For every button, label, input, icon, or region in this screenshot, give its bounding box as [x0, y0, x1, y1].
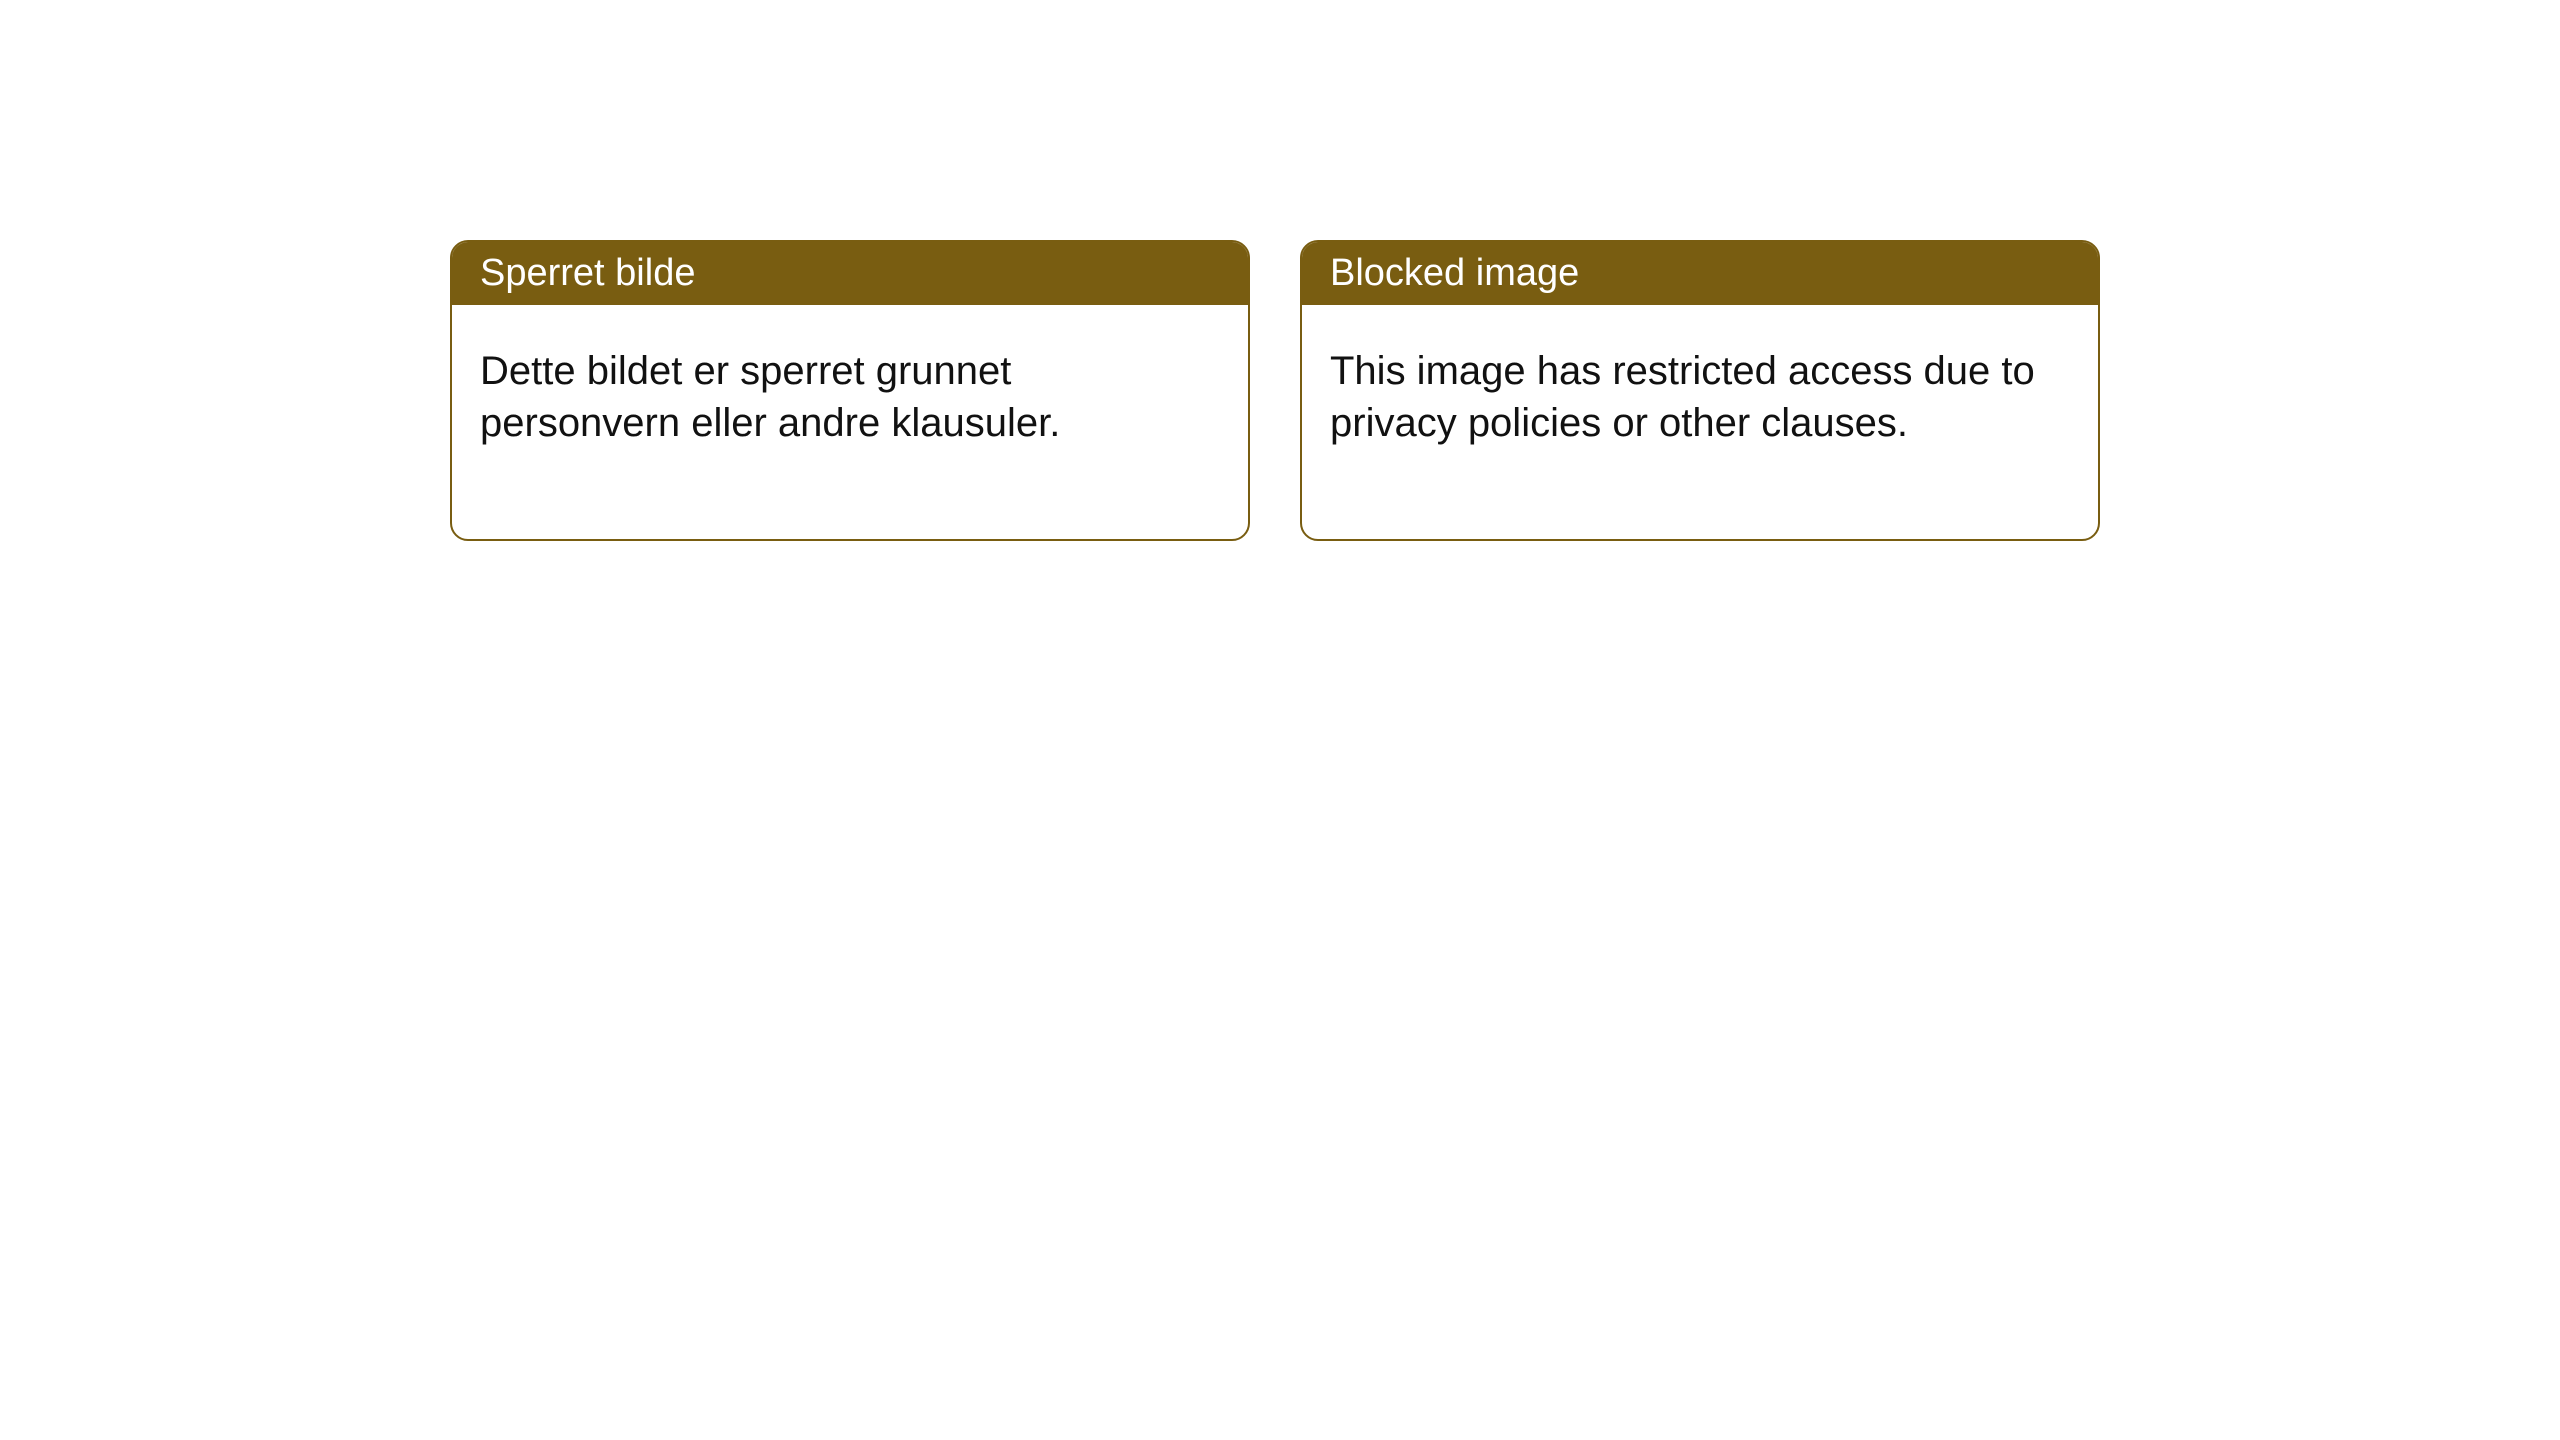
- notice-body: This image has restricted access due to …: [1302, 305, 2098, 539]
- notice-container: Sperret bilde Dette bildet er sperret gr…: [450, 240, 2100, 541]
- notice-header: Sperret bilde: [452, 242, 1248, 305]
- notice-body: Dette bildet er sperret grunnet personve…: [452, 305, 1248, 539]
- notice-header: Blocked image: [1302, 242, 2098, 305]
- notice-card-norwegian: Sperret bilde Dette bildet er sperret gr…: [450, 240, 1250, 541]
- notice-card-english: Blocked image This image has restricted …: [1300, 240, 2100, 541]
